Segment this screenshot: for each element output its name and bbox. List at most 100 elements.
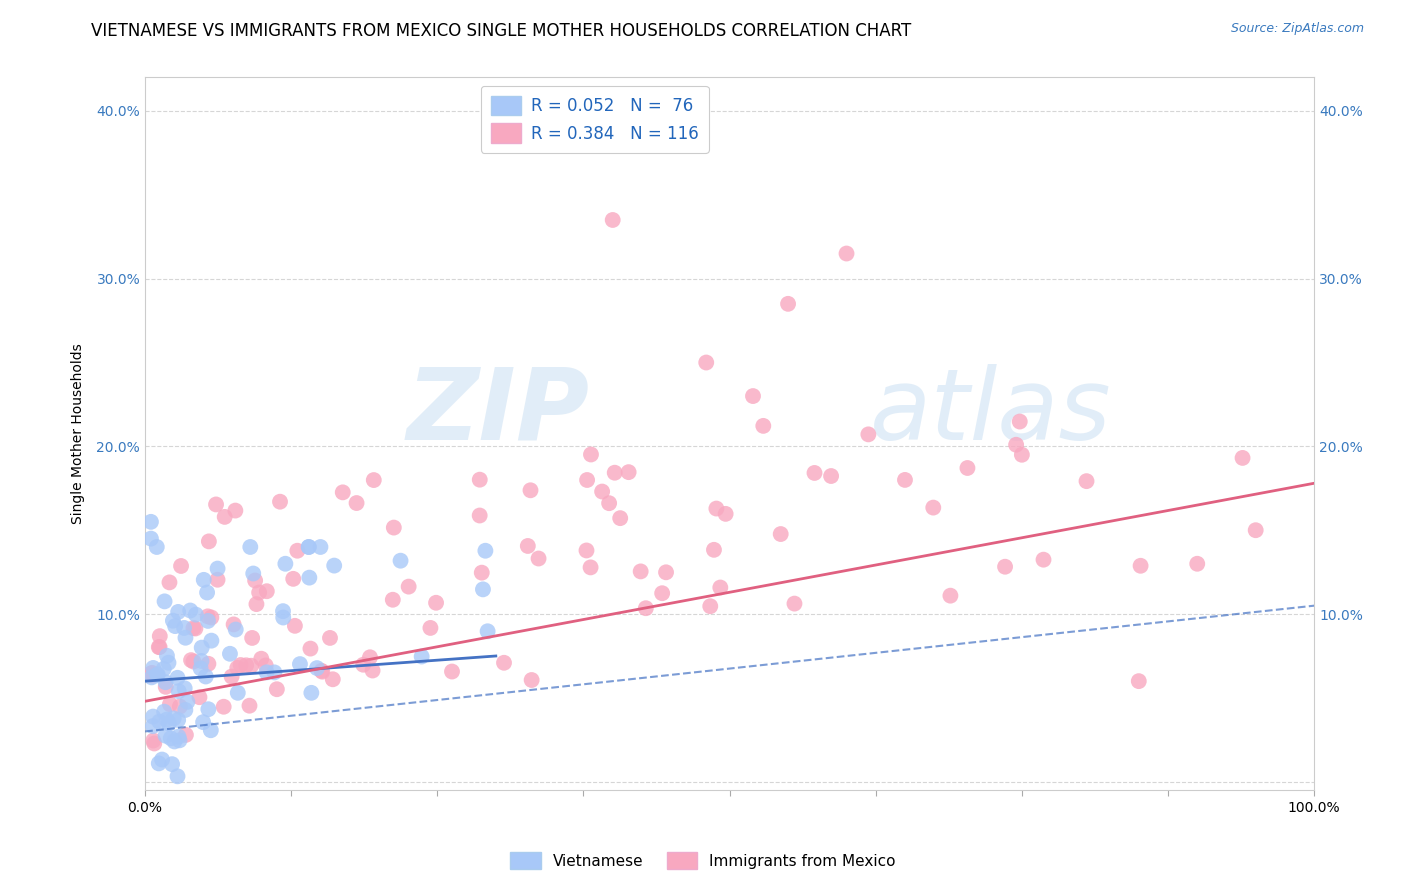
Point — [224, 503, 246, 517]
Point — [197, 614, 219, 628]
Point — [655, 566, 678, 580]
Point — [651, 586, 673, 600]
Point — [149, 629, 172, 643]
Point — [477, 624, 499, 639]
Point — [519, 483, 541, 498]
Point — [163, 734, 186, 748]
Point — [190, 640, 212, 655]
Point — [471, 582, 494, 597]
Point — [176, 695, 198, 709]
Point — [226, 661, 249, 675]
Point — [142, 668, 165, 682]
Point — [214, 509, 236, 524]
Point — [309, 540, 332, 554]
Point — [266, 682, 288, 697]
Point — [579, 560, 602, 574]
Point — [194, 669, 217, 683]
Point — [159, 697, 181, 711]
Point — [994, 559, 1017, 574]
Point — [352, 657, 374, 672]
Point — [240, 658, 263, 673]
Point — [1005, 438, 1028, 452]
Point — [188, 690, 211, 705]
Point — [752, 418, 775, 433]
Point — [835, 246, 858, 260]
Point — [298, 540, 321, 554]
Point — [778, 297, 800, 311]
Point — [180, 653, 202, 667]
Point — [468, 508, 491, 523]
Point — [520, 673, 543, 687]
Point — [139, 532, 162, 546]
Point — [576, 473, 599, 487]
Point — [284, 619, 307, 633]
Point — [630, 565, 652, 579]
Point — [575, 543, 598, 558]
Point — [591, 484, 613, 499]
Point — [174, 631, 197, 645]
Point — [156, 713, 179, 727]
Point — [160, 757, 183, 772]
Point — [285, 543, 308, 558]
Point — [167, 713, 190, 727]
Point — [956, 461, 979, 475]
Point — [221, 669, 243, 683]
Point — [363, 473, 385, 487]
Point — [298, 571, 321, 585]
Point — [146, 667, 169, 681]
Point — [440, 665, 463, 679]
Point — [398, 580, 420, 594]
Point — [212, 699, 235, 714]
Point — [609, 511, 631, 525]
Point — [311, 665, 333, 679]
Point — [200, 610, 222, 624]
Point — [141, 670, 163, 684]
Text: atlas: atlas — [870, 364, 1112, 461]
Point — [359, 650, 381, 665]
Point — [579, 448, 602, 462]
Point — [1129, 558, 1152, 573]
Point — [173, 681, 195, 696]
Point — [603, 466, 626, 480]
Point — [1187, 557, 1209, 571]
Point — [382, 520, 405, 534]
Point — [150, 753, 173, 767]
Point — [894, 473, 917, 487]
Point — [190, 654, 212, 668]
Point — [183, 655, 205, 669]
Point — [250, 651, 273, 665]
Point — [200, 633, 222, 648]
Point — [142, 733, 165, 747]
Point — [226, 686, 249, 700]
Point — [274, 557, 297, 571]
Point — [152, 662, 174, 676]
Point — [389, 554, 412, 568]
Point — [222, 617, 245, 632]
Point — [1244, 523, 1267, 537]
Point — [225, 623, 247, 637]
Point — [159, 575, 181, 590]
Point — [323, 558, 346, 573]
Point — [240, 631, 263, 645]
Point — [1232, 450, 1254, 465]
Point — [207, 561, 229, 575]
Point — [157, 716, 180, 731]
Point — [169, 733, 191, 747]
Point — [197, 609, 219, 624]
Point — [148, 714, 170, 729]
Point — [195, 585, 218, 599]
Point — [271, 610, 294, 624]
Point — [1128, 674, 1150, 689]
Point — [148, 756, 170, 771]
Point — [198, 534, 221, 549]
Point — [229, 658, 252, 673]
Point — [163, 711, 186, 725]
Legend: Vietnamese, Immigrants from Mexico: Vietnamese, Immigrants from Mexico — [505, 846, 901, 875]
Point — [141, 666, 163, 681]
Point — [288, 657, 311, 671]
Point — [207, 573, 229, 587]
Point — [184, 607, 207, 622]
Point — [173, 621, 195, 635]
Point — [142, 709, 165, 723]
Point — [419, 621, 441, 635]
